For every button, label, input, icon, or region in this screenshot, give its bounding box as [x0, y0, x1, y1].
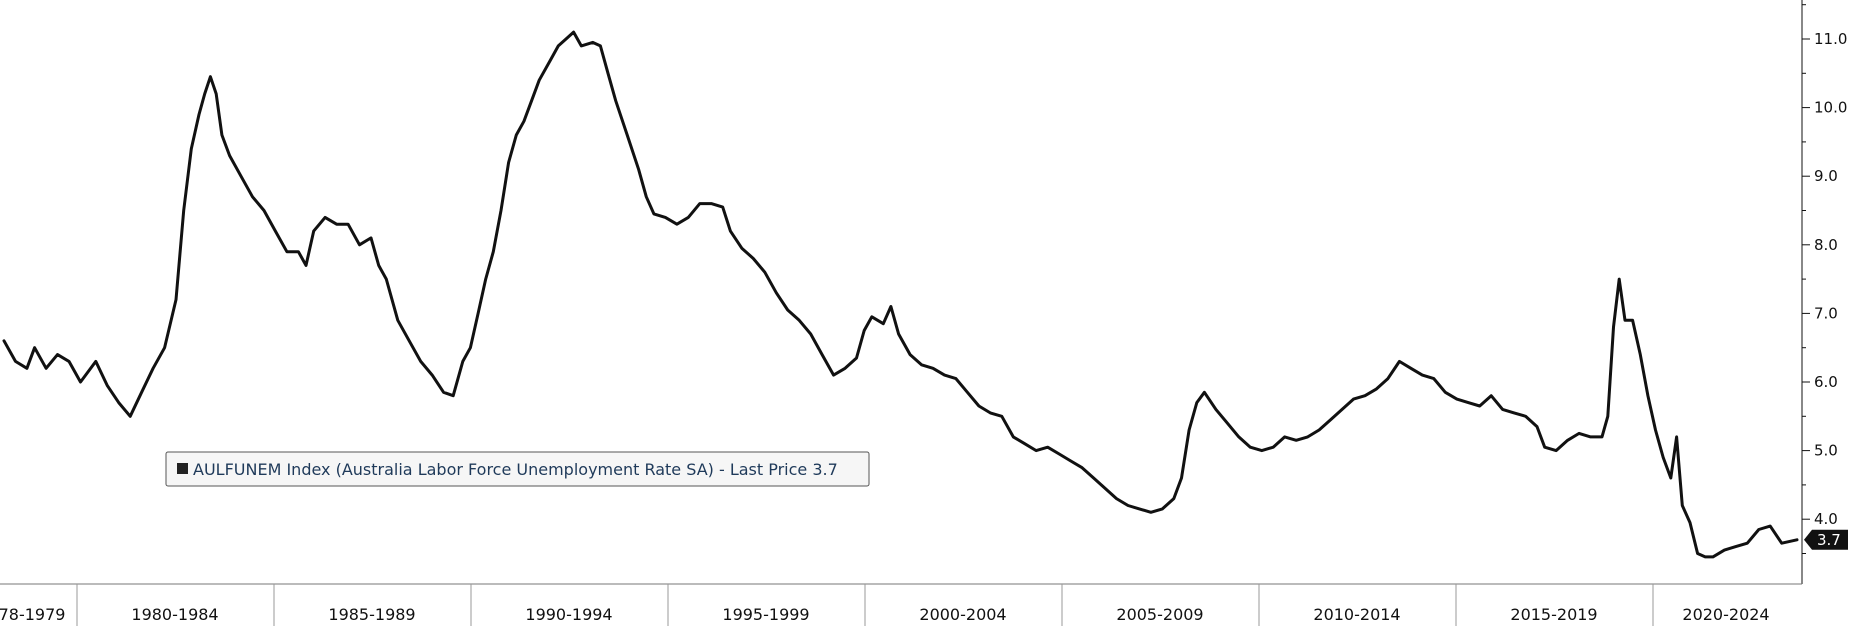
last-price-label: 3.7 — [1817, 531, 1841, 549]
x-period-label: 78-1979 — [0, 605, 65, 624]
x-period-label: 1985-1989 — [328, 605, 415, 624]
y-axis-ticks: 4.0 5.0 6.0 7.0 8.0 9.0 10.0 11.0 — [1802, 4, 1847, 554]
x-period-label: 2020-2024 — [1682, 605, 1769, 624]
y-tick-label: 9.0 — [1814, 167, 1838, 185]
last-price-marker: 3.7 — [1804, 529, 1848, 550]
legend-swatch — [177, 463, 188, 474]
y-tick-label: 11.0 — [1814, 30, 1847, 48]
x-period-label: 2000-2004 — [919, 605, 1006, 624]
x-period-label: 1995-1999 — [722, 605, 809, 624]
y-tick-label: 5.0 — [1814, 442, 1838, 460]
y-tick-label: 6.0 — [1814, 373, 1838, 391]
y-tick-label: 7.0 — [1814, 304, 1838, 322]
x-period-label: 1990-1994 — [525, 605, 612, 624]
x-period-label: 1980-1984 — [131, 605, 218, 624]
x-period-label: 2015-2019 — [1510, 605, 1597, 624]
legend-box — [165, 451, 870, 487]
legend: AULFUNEM Index (Australia Labor Force Un… — [165, 451, 870, 487]
x-axis-periods: 78-1979 1980-1984 1985-1989 1990-1994 1995-1… — [0, 584, 1770, 626]
y-tick-label: 10.0 — [1814, 99, 1847, 117]
last-price-badge — [1804, 529, 1848, 550]
series-line — [2, 30, 1799, 559]
y-tick-label: 4.0 — [1814, 510, 1838, 528]
x-period-label: 2005-2009 — [1116, 605, 1203, 624]
y-tick-label: 8.0 — [1814, 236, 1838, 254]
x-period-label: 2010-2014 — [1313, 605, 1400, 624]
legend-label: AULFUNEM Index (Australia Labor Force Un… — [193, 460, 838, 479]
